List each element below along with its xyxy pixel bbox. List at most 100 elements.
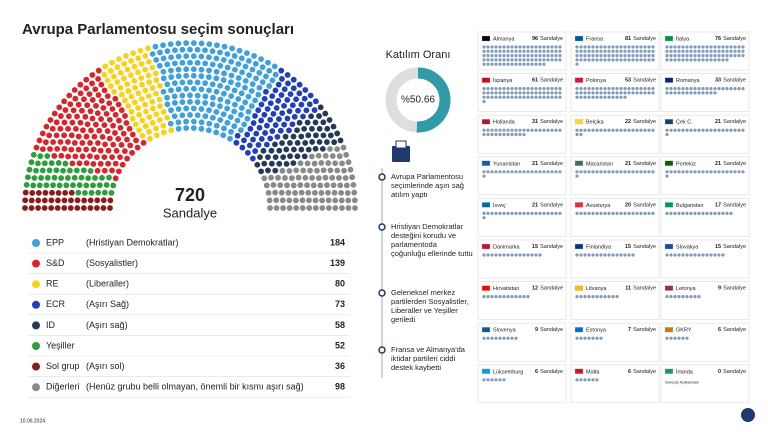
country-seat (627, 58, 631, 62)
country-seat (595, 295, 599, 299)
country-seat (526, 295, 530, 299)
seat (266, 67, 273, 74)
seat (322, 152, 329, 159)
seat-count: 20 (625, 203, 631, 209)
country-seat (705, 58, 709, 62)
seat (345, 159, 352, 166)
country-seat (542, 62, 546, 66)
country-seat (619, 54, 623, 58)
country-seat (482, 99, 486, 104)
seat-count: 9 (535, 328, 538, 334)
country-seat (651, 45, 655, 49)
seat-unit: Sandalye (633, 369, 656, 375)
country-seat (643, 49, 647, 53)
note: Geleneksel merkez partilerden Sosyalistl… (391, 288, 469, 324)
country-seats: 76 Sandalye (715, 36, 746, 42)
seat (153, 125, 159, 132)
seat (320, 132, 327, 139)
country-seat (522, 54, 526, 58)
country-seat (530, 211, 534, 215)
seat (276, 160, 283, 167)
seat (73, 167, 80, 174)
seat (316, 139, 323, 145)
country-seat (534, 54, 538, 58)
country-seat (627, 170, 631, 174)
country-seat (681, 54, 685, 58)
seat (350, 181, 357, 188)
seat (115, 117, 122, 124)
country-seat (591, 211, 595, 215)
seat (190, 118, 197, 125)
country-seat (587, 336, 591, 340)
seat (124, 66, 131, 73)
country-seat (647, 45, 651, 49)
country-seat (611, 87, 615, 91)
country-seat (693, 45, 697, 49)
country-seat (502, 45, 506, 49)
party-seats: 73 (335, 299, 345, 309)
seat (35, 160, 41, 167)
country-seat (713, 45, 717, 49)
seat (175, 119, 182, 126)
seat (345, 197, 352, 204)
seat (340, 144, 347, 151)
country-seat (631, 54, 635, 58)
seat (273, 205, 280, 211)
seat (116, 56, 122, 63)
country-seat (643, 87, 647, 91)
country-seat (635, 170, 639, 174)
country-seat (681, 45, 685, 49)
seat-unit: Sandalye (540, 328, 563, 334)
country-seat (546, 54, 550, 58)
seat (30, 182, 37, 189)
seat (68, 189, 75, 196)
country-seat (635, 211, 639, 215)
country-seat (510, 45, 514, 49)
country-seat (486, 45, 490, 49)
country-seat (486, 170, 490, 174)
seat (220, 77, 227, 83)
country-name: Danimarka (493, 244, 521, 250)
seat (175, 125, 182, 132)
seat (298, 133, 305, 140)
country-card (570, 197, 660, 237)
country-seat (526, 253, 530, 257)
seat (119, 161, 126, 168)
seat (324, 182, 330, 189)
seat (220, 132, 227, 139)
country-seat (587, 58, 591, 62)
country-seat (595, 378, 599, 382)
seat (325, 189, 331, 196)
country-seat (599, 336, 603, 340)
seat (118, 142, 125, 148)
country-seat (615, 295, 619, 299)
country-card (477, 156, 567, 196)
seat-unit: Sandalye (633, 161, 656, 167)
seat (183, 85, 190, 92)
seat (78, 174, 85, 181)
country-seat (595, 336, 599, 340)
seat (74, 197, 81, 204)
seat (190, 105, 197, 112)
seat (287, 91, 294, 97)
country-seat (498, 62, 502, 66)
country-seat (550, 87, 554, 91)
seat (332, 205, 339, 211)
seat (228, 58, 235, 65)
country-seat (490, 132, 494, 137)
country-seat (733, 87, 737, 91)
seat (41, 160, 48, 167)
country-seat (502, 211, 506, 215)
country-seat (494, 211, 498, 215)
country-seat (669, 253, 673, 257)
country-card (570, 114, 660, 154)
seat (297, 160, 304, 167)
seat (90, 182, 96, 189)
country-seat (725, 54, 729, 58)
country-seat (526, 62, 530, 66)
seat (324, 125, 331, 132)
seat (138, 75, 145, 81)
seat (160, 122, 167, 129)
country-seat (725, 49, 729, 53)
seat (221, 70, 227, 77)
